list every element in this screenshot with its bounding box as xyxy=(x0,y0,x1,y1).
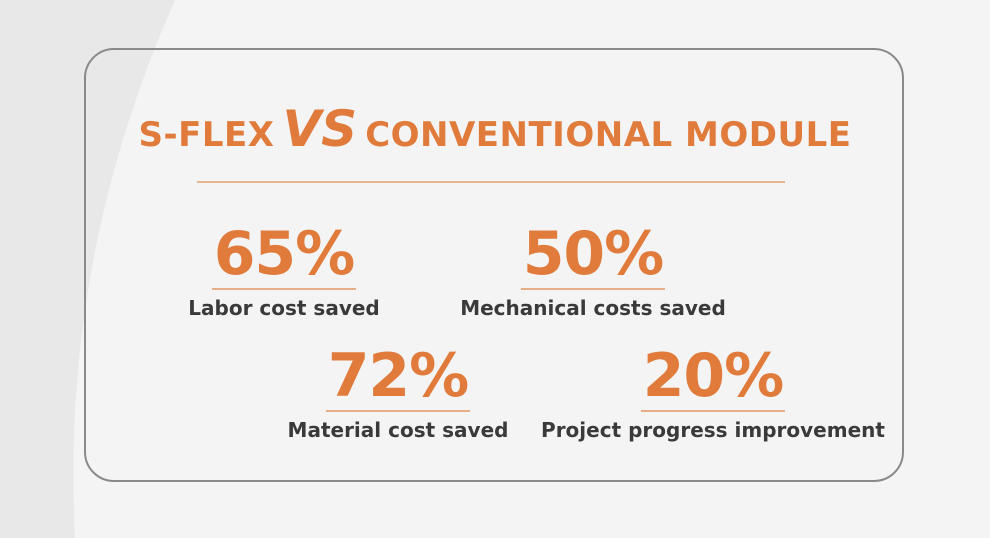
stat: 50% Mechanical costs saved xyxy=(413,222,773,320)
title: S-FLEX VS CONVENTIONAL MODULE xyxy=(0,100,990,158)
stat-value: 65% xyxy=(211,219,357,290)
stat-value: 50% xyxy=(520,219,666,290)
background-curve xyxy=(73,0,990,538)
stat-label: Material cost saved xyxy=(287,418,509,442)
stat-value: 72% xyxy=(325,341,471,412)
stat-label: Project progress improvement xyxy=(541,418,885,442)
divider xyxy=(197,181,785,183)
stat-value: 20% xyxy=(640,341,786,412)
title-right: CONVENTIONAL MODULE xyxy=(365,115,852,155)
title-vs: VS xyxy=(282,100,358,158)
stat-label: Mechanical costs saved xyxy=(460,296,726,320)
stat: 20% Project progress improvement xyxy=(533,344,893,442)
stat-label: Labor cost saved xyxy=(188,296,380,320)
title-left: S-FLEX xyxy=(138,115,275,155)
stat: 72% Material cost saved xyxy=(218,344,578,442)
card xyxy=(84,48,904,482)
stat: 65% Labor cost saved xyxy=(104,222,464,320)
